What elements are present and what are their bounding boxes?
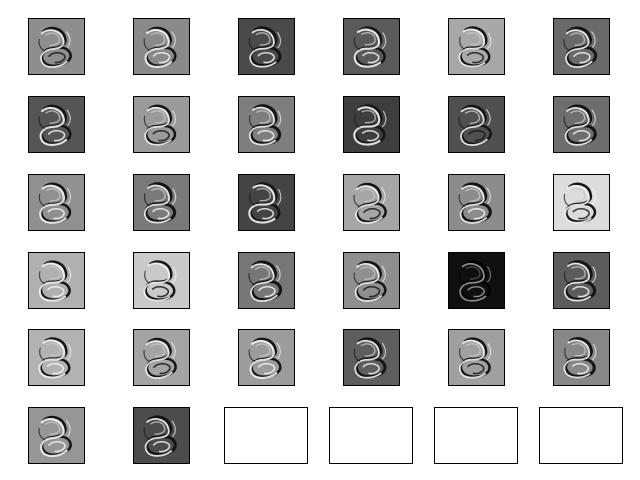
feature-map-panel bbox=[132, 173, 190, 231]
feature-map-panel bbox=[132, 17, 190, 75]
empty-panel bbox=[539, 406, 623, 464]
feature-map-panel bbox=[237, 95, 295, 153]
feature-map-panel bbox=[132, 251, 190, 309]
feature-map-panel bbox=[27, 95, 85, 153]
feature-map-panel bbox=[447, 95, 505, 153]
feature-map-panel bbox=[27, 406, 85, 464]
feature-map-panel bbox=[552, 95, 610, 153]
feature-map-panel bbox=[342, 17, 400, 75]
empty-panel bbox=[329, 406, 413, 464]
feature-map-panel bbox=[552, 328, 610, 386]
feature-map-panel bbox=[27, 328, 85, 386]
empty-panel bbox=[224, 406, 308, 464]
feature-map-panel bbox=[447, 251, 505, 309]
feature-map-panel bbox=[552, 17, 610, 75]
feature-map-panel bbox=[342, 173, 400, 231]
feature-map-panel bbox=[447, 17, 505, 75]
feature-map-panel bbox=[552, 251, 610, 309]
feature-map-panel bbox=[552, 173, 610, 231]
feature-map-panel bbox=[27, 173, 85, 231]
feature-map-panel bbox=[342, 251, 400, 309]
feature-map-panel bbox=[132, 328, 190, 386]
feature-map-panel bbox=[237, 251, 295, 309]
feature-map-panel bbox=[447, 173, 505, 231]
feature-map-panel bbox=[237, 17, 295, 75]
feature-map-panel bbox=[237, 173, 295, 231]
feature-map-panel bbox=[237, 328, 295, 386]
feature-map-panel bbox=[27, 251, 85, 309]
feature-map-panel bbox=[132, 95, 190, 153]
feature-map-panel bbox=[132, 406, 190, 464]
empty-panel bbox=[434, 406, 518, 464]
feature-map-panel bbox=[27, 17, 85, 75]
feature-map-panel bbox=[342, 95, 400, 153]
feature-map-panel bbox=[447, 328, 505, 386]
feature-map-panel bbox=[342, 328, 400, 386]
